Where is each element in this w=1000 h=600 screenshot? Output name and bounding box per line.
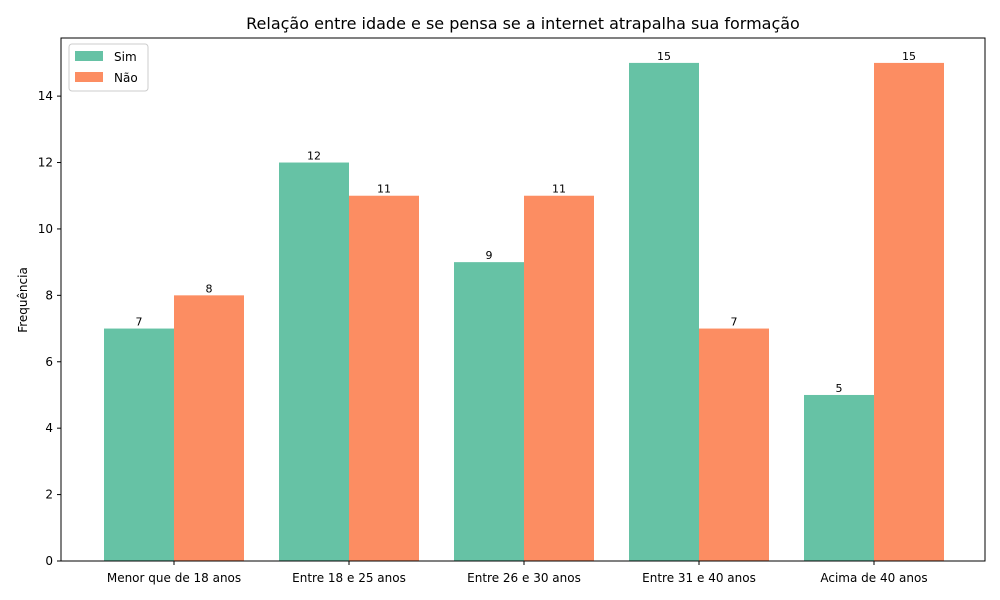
data-label: 11 <box>377 183 391 196</box>
y-tick-label: 2 <box>45 488 53 502</box>
x-tick-label: Entre 26 e 30 anos <box>467 571 581 585</box>
bar-sim-1 <box>104 328 174 561</box>
y-tick-label: 14 <box>38 89 53 103</box>
x-tick-label: Entre 31 e 40 anos <box>642 571 756 585</box>
bar-sim-4 <box>629 62 699 562</box>
data-label: 12 <box>307 150 321 163</box>
legend-swatch-1 <box>75 51 103 61</box>
y-axis-label: Frequência <box>16 267 30 333</box>
bar-n-o-2 <box>349 195 419 561</box>
data-label: 5 <box>836 382 843 395</box>
y-tick-label: 8 <box>45 288 53 302</box>
y-axis: 0 2 4 6 8 10 12 14 <box>38 89 61 568</box>
legend-label: Não <box>114 71 138 85</box>
x-axis: Menor que de 18 anos Entre 18 e 25 anos En… <box>107 561 928 585</box>
data-labels-group: 7 8 12 11 9 11 15 7 5 15 <box>136 50 917 395</box>
bar-sim-5 <box>804 394 874 561</box>
y-tick-label: 12 <box>38 156 53 170</box>
data-label: 7 <box>731 316 738 329</box>
bar-n-o-4 <box>699 328 769 561</box>
data-label: 11 <box>552 183 566 196</box>
plot-frame <box>60 37 986 562</box>
x-tick-label: Acima de 40 anos <box>820 571 927 585</box>
data-label: 15 <box>902 50 916 63</box>
bars-group <box>104 62 944 562</box>
bar-sim-2 <box>279 162 349 561</box>
bar-n-o-5 <box>874 62 944 562</box>
legend-swatch-2 <box>75 72 103 82</box>
y-tick-label: 6 <box>45 355 53 369</box>
y-tick-label: 4 <box>45 421 53 435</box>
y-tick-label: 10 <box>38 222 53 236</box>
legend-label: Sim <box>114 50 137 64</box>
bar-n-o-3 <box>524 195 594 561</box>
chart-title: Relação entre idade e se pensa se a inte… <box>246 14 800 33</box>
x-tick-label: Entre 18 e 25 anos <box>292 571 406 585</box>
y-tick-label: 0 <box>45 554 53 568</box>
bar-n-o-1 <box>174 295 244 561</box>
data-label: 7 <box>136 316 143 329</box>
bar-sim-3 <box>454 262 524 561</box>
x-tick-label: Menor que de 18 anos <box>107 571 241 585</box>
legend: Sim Não <box>68 43 149 92</box>
data-label: 8 <box>206 282 213 295</box>
data-label: 9 <box>486 249 493 262</box>
data-label: 15 <box>657 50 671 63</box>
